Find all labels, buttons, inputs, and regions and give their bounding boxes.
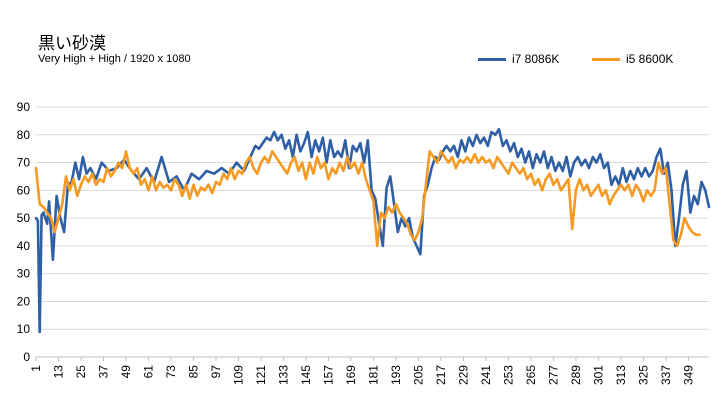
y-tick-label: 80 [17, 128, 31, 142]
y-tick-label: 40 [17, 239, 31, 253]
x-tick-label: 253 [501, 365, 515, 385]
x-tick-label: 277 [546, 365, 560, 385]
series-line-i5 [34, 150, 701, 248]
y-tick-label: 70 [17, 156, 31, 170]
y-tick-label: 50 [17, 211, 31, 225]
x-tick-label: 37 [96, 365, 110, 379]
x-tick-label: 97 [209, 365, 223, 379]
y-tick-label: 30 [17, 267, 31, 281]
x-tick-label: 313 [614, 365, 628, 385]
x-tick-label: 289 [569, 365, 583, 385]
x-tick-label: 337 [659, 365, 673, 385]
x-tick-label: 157 [321, 365, 335, 385]
x-tick-label: 205 [411, 365, 425, 385]
x-tick-label: 13 [51, 365, 65, 379]
x-tick-label: 25 [74, 365, 88, 379]
x-tick-label: 85 [186, 365, 200, 379]
legend-swatch-i5 [592, 57, 620, 61]
x-tick-label: 181 [366, 365, 380, 385]
y-tick-label: 90 [17, 100, 31, 114]
chart-title: 黒い砂漠 [38, 34, 106, 54]
x-tick-label: 349 [681, 365, 695, 385]
x-tick-label: 49 [119, 365, 133, 379]
y-tick-label: 60 [17, 183, 31, 197]
x-tick-label: 229 [456, 365, 470, 385]
x-tick-label: 1 [29, 365, 43, 372]
x-tick-label: 193 [389, 365, 403, 385]
x-tick-label: 73 [164, 365, 178, 379]
x-tick-label: 133 [276, 365, 290, 385]
legend-swatch-i7 [478, 57, 506, 61]
x-tick-label: 301 [591, 365, 605, 385]
y-tick-label: 0 [23, 350, 30, 364]
x-tick-label: 217 [434, 365, 448, 385]
y-tick-label: 10 [17, 322, 31, 336]
x-tick-label: 109 [231, 365, 245, 385]
x-tick-label: 169 [344, 365, 358, 385]
x-tick-label: 145 [299, 365, 313, 385]
x-tick-label: 325 [636, 365, 650, 385]
x-tick-label: 241 [479, 365, 493, 385]
x-tick-label: 61 [141, 365, 155, 379]
x-tick-label: 121 [254, 365, 268, 385]
x-tick-label: 265 [524, 365, 538, 385]
legend-label-i5: i5 8600K [626, 52, 674, 66]
y-tick-label: 20 [17, 294, 31, 308]
legend-label-i7: i7 8086K [512, 52, 560, 66]
chart-subtitle: Very High + High / 1920 x 1080 [38, 53, 191, 65]
legend-item-i7: i7 8086K [478, 52, 559, 66]
legend-item-i5: i5 8600K [592, 52, 673, 66]
